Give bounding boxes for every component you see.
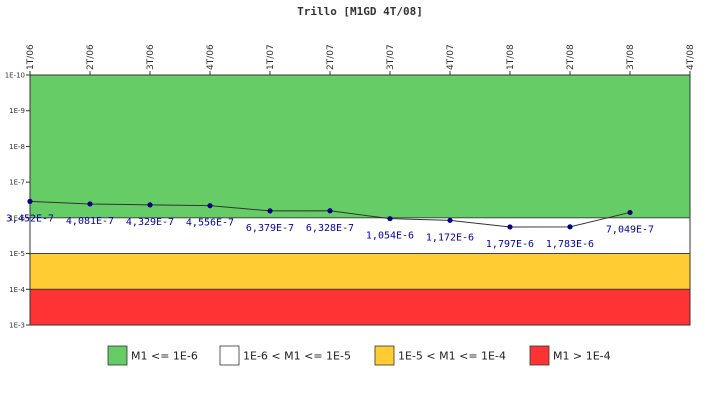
x-tick-label: 2T/07: [326, 44, 336, 70]
data-point: [87, 201, 93, 207]
series: 3,452E-7 4,081E-7 4,329E-7 4,556E-7 6,379E-7…: [6, 198, 654, 250]
legend: M1 <= 1E-6 1E-6 < M1 <= 1E-5 1E-5 < M1 <= …: [107, 345, 611, 366]
data-label: 1,172E-6: [426, 232, 474, 243]
data-point: [27, 198, 33, 204]
y-tick-label: 1E-9: [9, 107, 25, 115]
data-label: 1,797E-6: [486, 239, 534, 250]
legend-swatch: [219, 345, 240, 366]
legend-swatch: [374, 345, 395, 366]
x-tick-label: 3T/08: [626, 44, 636, 70]
y-axis: 1E-10 1E-9 1E-8 1E-7 1E-6 1E-5 1E-4 1E-3: [5, 72, 30, 330]
data-label: 6,328E-7: [306, 223, 354, 234]
data-label: 1,783E-6: [546, 239, 594, 250]
y-tick-label: 1E-8: [9, 143, 25, 151]
data-point: [387, 216, 393, 222]
x-tick-label: 3T/07: [386, 44, 396, 70]
chart-title: Trillo [M1GD 4T/08]: [297, 5, 423, 18]
data-point: [147, 202, 153, 208]
band-0: [29, 74, 691, 219]
legend-label: 1E-6 < M1 <= 1E-5: [243, 350, 351, 363]
band-1: [29, 217, 691, 254]
data-label: 4,081E-7: [66, 216, 114, 227]
legend-swatch: [529, 345, 550, 366]
data-label: 6,379E-7: [246, 223, 294, 234]
y-tick-label: 1E-4: [9, 286, 25, 294]
data-label: 7,049E-7: [606, 224, 654, 235]
data-point: [627, 209, 633, 216]
legend-label: M1 <= 1E-6: [131, 350, 198, 363]
data-point: [267, 208, 273, 214]
data-point: [567, 224, 573, 230]
data-point: [447, 217, 453, 223]
legend-swatch: [107, 345, 128, 366]
x-tick-label: 2T/06: [86, 44, 96, 70]
threshold-bands: [29, 74, 691, 326]
band-2: [29, 253, 691, 290]
data-point: [327, 208, 333, 214]
data-label: 4,329E-7: [126, 217, 174, 228]
x-tick-label: 4T/07: [446, 44, 456, 70]
data-label: 4,556E-7: [186, 218, 234, 229]
y-tick-label: 1E-10: [5, 72, 25, 80]
x-tick-label: 3T/06: [146, 44, 156, 70]
y-tick-label: 1E-6: [9, 214, 25, 222]
legend-label: M1 > 1E-4: [553, 350, 611, 363]
y-tick-label: 1E-7: [9, 179, 25, 187]
x-tick-label: 4T/06: [206, 44, 216, 70]
band-3: [29, 288, 691, 326]
x-tick-label: 2T/08: [566, 44, 576, 70]
data-label: 1,054E-6: [366, 231, 414, 242]
x-tick-label: 1T/08: [506, 44, 516, 70]
data-point: [207, 203, 213, 209]
x-tick-label: 1T/06: [26, 44, 36, 70]
x-tick-label: 1T/07: [266, 44, 276, 70]
data-point: [507, 224, 513, 230]
x-axis: 1T/06 2T/06 3T/06 4T/06 1T/07 2T/07 3T/07 4T/07…: [26, 44, 696, 75]
x-tick-label: 4T/08: [686, 44, 696, 70]
data-label: 3,452E-7: [6, 213, 54, 224]
y-tick-label: 1E-3: [9, 322, 25, 330]
legend-label: 1E-5 < M1 <= 1E-4: [398, 350, 506, 363]
y-tick-label: 1E-5: [9, 250, 25, 258]
